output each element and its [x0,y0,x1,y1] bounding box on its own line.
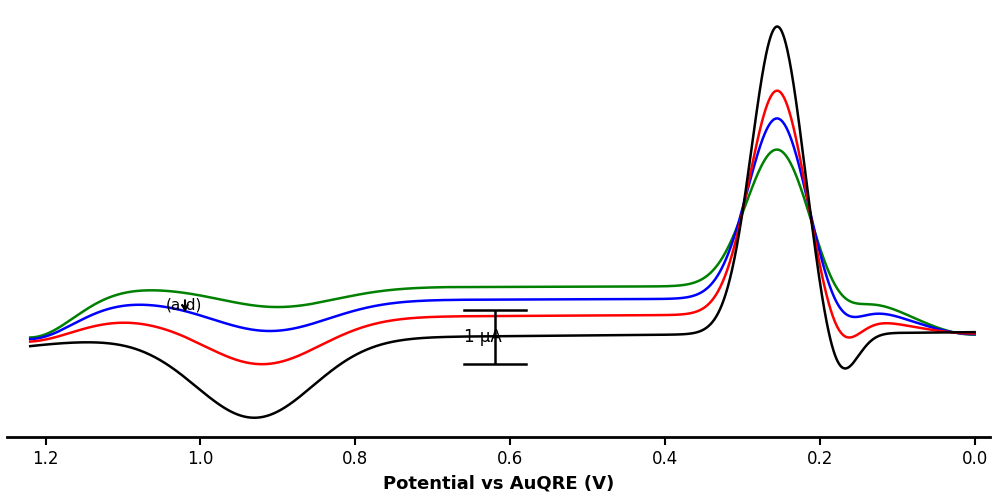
X-axis label: Potential vs AuQRE (V): Potential vs AuQRE (V) [383,474,614,492]
Text: 1 μA: 1 μA [464,328,501,346]
Text: (a-d): (a-d) [166,297,202,312]
